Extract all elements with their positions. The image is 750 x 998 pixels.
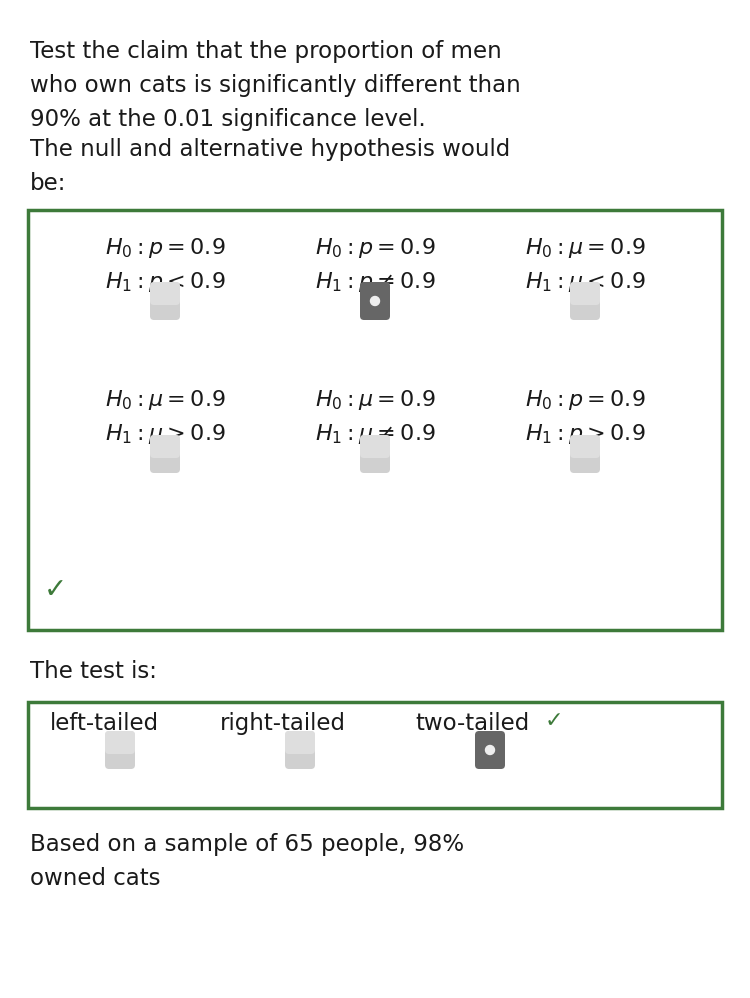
Text: two-tailed: two-tailed <box>415 712 530 735</box>
Text: Based on a sample of 65 people, 98%: Based on a sample of 65 people, 98% <box>30 833 464 856</box>
FancyBboxPatch shape <box>285 731 315 754</box>
FancyBboxPatch shape <box>150 435 180 473</box>
Text: left-tailed: left-tailed <box>50 712 159 735</box>
FancyBboxPatch shape <box>570 282 600 320</box>
FancyBboxPatch shape <box>360 435 390 458</box>
Text: who own cats is significantly different than: who own cats is significantly different … <box>30 74 520 97</box>
FancyBboxPatch shape <box>285 731 315 769</box>
Text: $H_1:p < 0.9$: $H_1:p < 0.9$ <box>105 270 225 294</box>
Text: The test is:: The test is: <box>30 660 157 683</box>
FancyBboxPatch shape <box>105 731 135 754</box>
Text: 90% at the 0.01 significance level.: 90% at the 0.01 significance level. <box>30 108 426 131</box>
Text: $H_1:p \neq 0.9$: $H_1:p \neq 0.9$ <box>315 270 435 294</box>
FancyBboxPatch shape <box>475 731 505 769</box>
Text: $H_0:\mu = 0.9$: $H_0:\mu = 0.9$ <box>105 388 225 412</box>
Text: right-tailed: right-tailed <box>220 712 346 735</box>
Circle shape <box>485 746 494 754</box>
FancyBboxPatch shape <box>150 282 180 305</box>
Text: $H_0:p = 0.9$: $H_0:p = 0.9$ <box>525 388 645 412</box>
FancyBboxPatch shape <box>360 435 390 473</box>
FancyBboxPatch shape <box>360 282 390 320</box>
Text: $H_1:\mu > 0.9$: $H_1:\mu > 0.9$ <box>105 422 225 446</box>
Text: $H_0:\mu = 0.9$: $H_0:\mu = 0.9$ <box>525 236 645 260</box>
FancyBboxPatch shape <box>105 731 135 769</box>
Text: Test the claim that the proportion of men: Test the claim that the proportion of me… <box>30 40 502 63</box>
FancyBboxPatch shape <box>570 282 600 305</box>
FancyBboxPatch shape <box>570 435 600 473</box>
Text: ✓: ✓ <box>44 576 68 604</box>
Text: $H_0:\mu = 0.9$: $H_0:\mu = 0.9$ <box>315 388 435 412</box>
FancyBboxPatch shape <box>28 702 722 808</box>
Circle shape <box>370 296 380 305</box>
Text: be:: be: <box>30 172 66 195</box>
FancyBboxPatch shape <box>570 435 600 458</box>
Text: The null and alternative hypothesis would: The null and alternative hypothesis woul… <box>30 138 510 161</box>
Text: $H_0:p = 0.9$: $H_0:p = 0.9$ <box>315 236 435 260</box>
Text: owned cats: owned cats <box>30 867 160 890</box>
Text: $H_0:p = 0.9$: $H_0:p = 0.9$ <box>105 236 225 260</box>
Text: $H_1:\mu \neq 0.9$: $H_1:\mu \neq 0.9$ <box>315 422 435 446</box>
FancyBboxPatch shape <box>28 210 722 630</box>
Text: $H_1:p > 0.9$: $H_1:p > 0.9$ <box>525 422 645 446</box>
FancyBboxPatch shape <box>150 435 180 458</box>
Text: $H_1:\mu < 0.9$: $H_1:\mu < 0.9$ <box>525 270 645 294</box>
FancyBboxPatch shape <box>150 282 180 320</box>
Text: ✓: ✓ <box>545 711 564 731</box>
